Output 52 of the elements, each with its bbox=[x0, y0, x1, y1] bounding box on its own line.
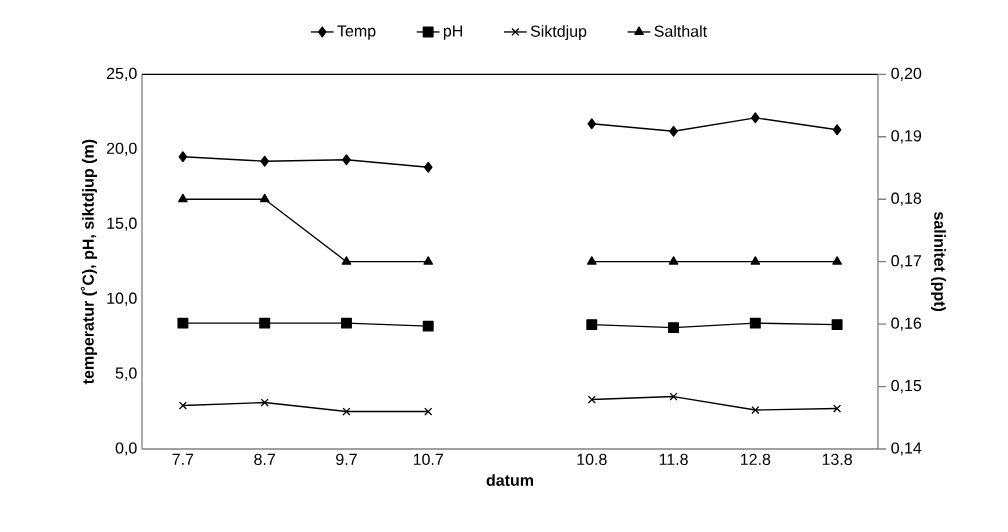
legend-label: Siktdjup bbox=[530, 25, 587, 41]
y-tick-label: 15,0 bbox=[107, 217, 137, 231]
y-tick-label: 20,0 bbox=[106, 142, 137, 156]
y-tick-label: 0,0 bbox=[115, 442, 137, 456]
point bbox=[422, 320, 434, 332]
point bbox=[586, 319, 598, 331]
y2-tick-label: 0,15 bbox=[891, 379, 922, 394]
y2-tick-label: 0,17 bbox=[891, 255, 922, 269]
x-tick-label: 11.8 bbox=[659, 453, 688, 466]
y2-tick-label: 0,20 bbox=[891, 67, 922, 81]
x-tick-label: 12.8 bbox=[740, 453, 771, 466]
point bbox=[587, 118, 597, 130]
point bbox=[587, 395, 596, 404]
point bbox=[751, 112, 760, 124]
y2-tick-label: 0,19 bbox=[891, 130, 922, 144]
y-tick-label: 5,0 bbox=[115, 367, 137, 381]
x-tick-label: 9.7 bbox=[336, 453, 357, 466]
point bbox=[751, 405, 760, 415]
point bbox=[669, 392, 678, 401]
point bbox=[260, 155, 269, 167]
x-tick-label: 7.7 bbox=[172, 453, 194, 465]
y-axis-title: temperatur (˚C), pH, siktdjup (m) bbox=[80, 139, 98, 385]
legend-label: Temp bbox=[337, 25, 376, 40]
point bbox=[749, 317, 761, 329]
y2-axis-title: salinitet (ppt) bbox=[930, 212, 946, 312]
point bbox=[178, 151, 188, 163]
legend-label: pH bbox=[443, 25, 462, 40]
x-tick-label: 10.7 bbox=[413, 453, 443, 466]
legend-label: Salthalt bbox=[654, 25, 707, 37]
x-axis-title: datum bbox=[486, 474, 534, 486]
x-tick-label: 8.7 bbox=[254, 453, 275, 466]
point bbox=[340, 317, 352, 329]
point bbox=[423, 161, 433, 173]
point bbox=[342, 407, 351, 416]
point bbox=[831, 319, 843, 331]
point bbox=[259, 317, 271, 329]
point bbox=[342, 154, 351, 166]
x-tick-label: 13.8 bbox=[822, 453, 852, 466]
y2-tick-label: 0,16 bbox=[891, 317, 922, 331]
x-tick-label: 10.8 bbox=[577, 453, 607, 466]
y2-tick-label: 0,18 bbox=[891, 192, 922, 206]
point bbox=[668, 322, 680, 334]
point bbox=[177, 317, 189, 329]
point bbox=[833, 404, 842, 413]
y-tick-label: 10,0 bbox=[107, 292, 137, 306]
point bbox=[669, 125, 678, 137]
y-tick-label: 25,0 bbox=[106, 67, 137, 81]
point bbox=[260, 398, 269, 407]
y2-tick-label: 0,14 bbox=[891, 442, 922, 456]
point bbox=[178, 401, 187, 410]
point bbox=[832, 124, 842, 136]
point bbox=[424, 407, 433, 416]
